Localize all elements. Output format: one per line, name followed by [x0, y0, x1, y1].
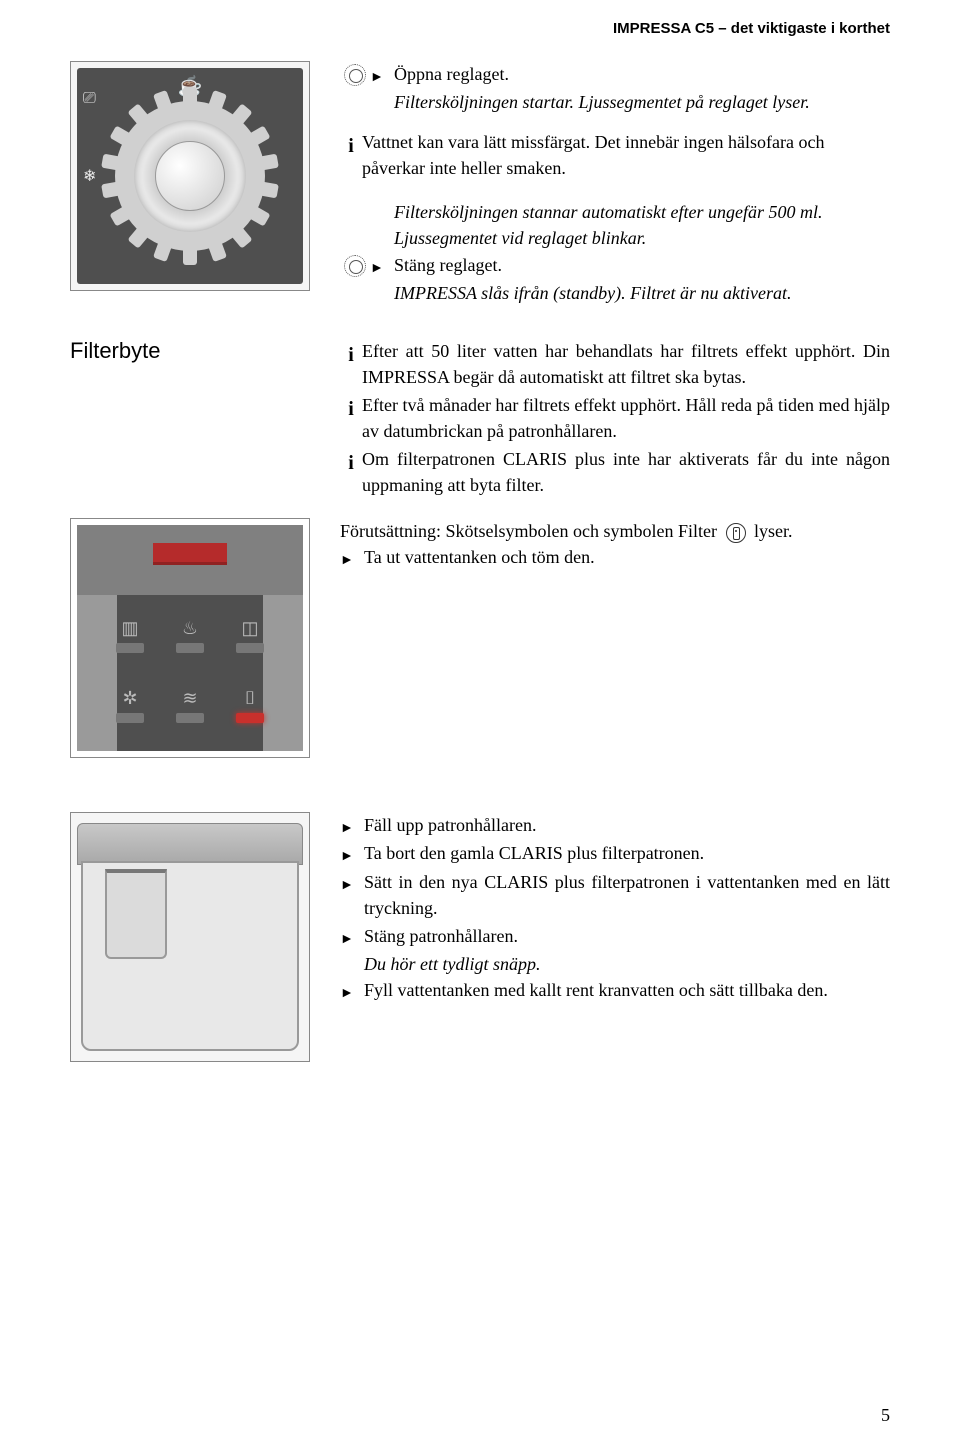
step-close-dial: Stäng reglaget. — [394, 252, 890, 278]
filter-symbol-icon — [726, 523, 746, 543]
filter-icon: ⎚ — [83, 90, 96, 108]
precondition-line: Förutsättning: Skötselsymbolen och symbo… — [340, 518, 890, 544]
info-icon: i — [340, 446, 362, 478]
arrow-icon: ► — [370, 61, 394, 86]
arrow-icon: ► — [370, 252, 394, 277]
panel-illustration: ▥ ♨ ◫ ✲ ≋ ⌷ — [70, 518, 310, 758]
result-snap: Du hör ett tydligt snäpp. — [364, 954, 541, 974]
arrow-icon: ► — [340, 869, 364, 894]
step-open-holder: Fäll upp patronhållaren. — [364, 812, 890, 838]
filter-light-icon: ⌷ — [232, 687, 268, 723]
info-icon: i — [340, 392, 362, 424]
step-close-holder: Stäng patronhållaren. — [364, 923, 890, 949]
step-insert-new: Sätt in den nya CLARIS plus filterpatron… — [364, 869, 890, 921]
arrow-icon: ► — [340, 977, 364, 1002]
dial-badge-icon — [340, 61, 370, 86]
step-fill-tank: Fyll vattentanken med kallt rent kranvat… — [364, 977, 890, 1003]
snowflake-icon: ❄ — [83, 166, 96, 186]
arrow-icon: ► — [340, 840, 364, 865]
info-50l: Efter att 50 liter vatten har behandlats… — [362, 338, 890, 390]
page-header: IMPRESSA C5 – det viktigaste i korthet — [70, 20, 890, 37]
descale-light-icon: ≋ — [172, 687, 208, 723]
heading-filterbyte: Filterbyte — [70, 338, 310, 364]
dial-badge-icon — [340, 252, 370, 277]
arrow-icon: ► — [340, 812, 364, 837]
result-standby: IMPRESSA slås ifrån (standby). Filtret ä… — [394, 283, 791, 303]
precondition-label: Förutsättning — [340, 521, 436, 541]
info-icon: i — [340, 129, 362, 161]
tray-light-icon: ▥ — [112, 617, 148, 653]
step-remove-old: Ta bort den gamla CLARIS plus filterpatr… — [364, 840, 890, 866]
info-icon: i — [340, 338, 362, 370]
result-filterrinse-starts: Filtersköljningen startar. Ljussegmentet… — [394, 92, 810, 112]
step-open-dial: Öppna reglaget. — [394, 61, 890, 87]
precondition-tail: lyser. — [750, 521, 793, 541]
dial-illustration: ☕ ⎚ ❄ — [70, 61, 310, 291]
result-rinse-stops: Filtersköljningen stannar automatiskt ef… — [394, 202, 822, 248]
arrow-icon: ► — [340, 544, 364, 569]
precondition-text: : Skötselsymbolen och symbolen Filter — [436, 521, 722, 541]
step-remove-tank: Ta ut vattentanken och töm den. — [364, 544, 890, 570]
watertank-illustration — [70, 812, 310, 1062]
water-light-icon: ◫ — [232, 617, 268, 653]
info-not-activated: Om filterpatronen CLARIS plus inte har a… — [362, 446, 890, 498]
info-two-months: Efter två månader har filtrets effekt up… — [362, 392, 890, 444]
clean-light-icon: ✲ — [112, 687, 148, 723]
beans-light-icon: ♨ — [172, 617, 208, 653]
page-number: 5 — [881, 1405, 890, 1426]
info-water-discolor: Vattnet kan vara lätt missfärgat. Det in… — [362, 129, 890, 181]
arrow-icon: ► — [340, 923, 364, 948]
